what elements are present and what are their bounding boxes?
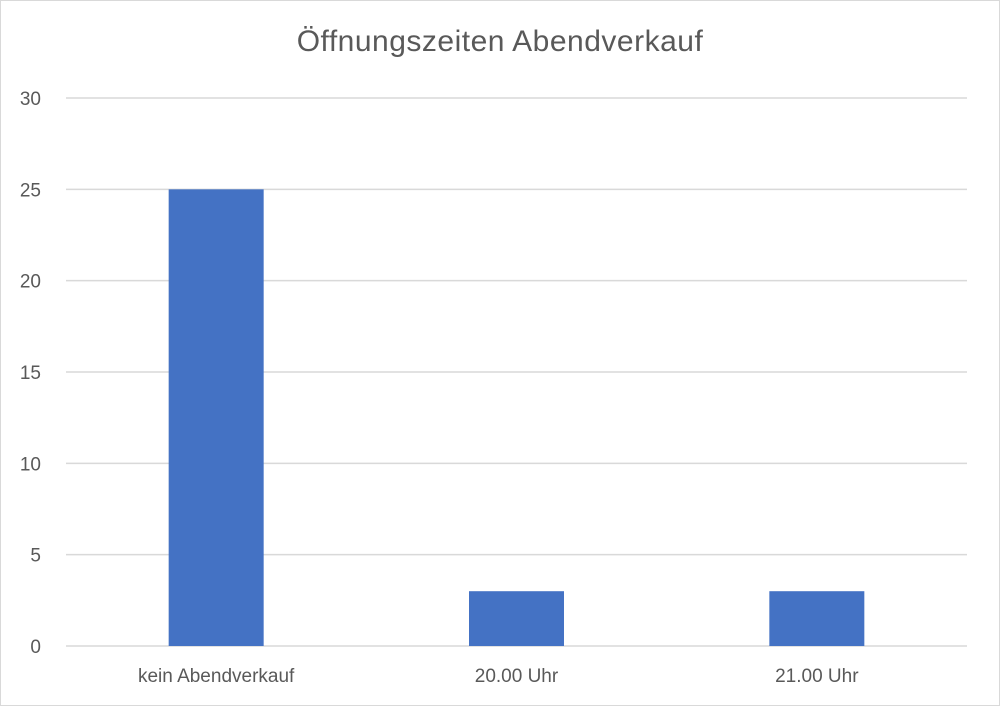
- bar-2: [469, 591, 564, 646]
- bars: [168, 189, 865, 647]
- y-tick-label: 30: [20, 89, 41, 110]
- x-tick-label: 20.00 Uhr: [475, 666, 559, 687]
- y-tick-label: 5: [30, 546, 41, 567]
- bar-3: [769, 591, 865, 646]
- y-tick-label: 10: [20, 454, 41, 475]
- y-tick-label: 20: [20, 272, 41, 293]
- y-tick-label: 0: [30, 637, 41, 658]
- y-axis-ticks: 0 5 10 15 20 25 30: [20, 89, 41, 658]
- y-tick-label: 15: [20, 363, 41, 384]
- bar-1: [168, 189, 264, 647]
- x-tick-label: 21.00 Uhr: [775, 666, 859, 687]
- y-tick-label: 25: [20, 180, 41, 201]
- x-axis-ticks: kein Abendverkauf 20.00 Uhr 21.00 Uhr: [138, 666, 859, 687]
- chart-title: Öffnungszeiten Abendverkauf: [296, 25, 704, 58]
- x-tick-label: kein Abendverkauf: [138, 666, 295, 687]
